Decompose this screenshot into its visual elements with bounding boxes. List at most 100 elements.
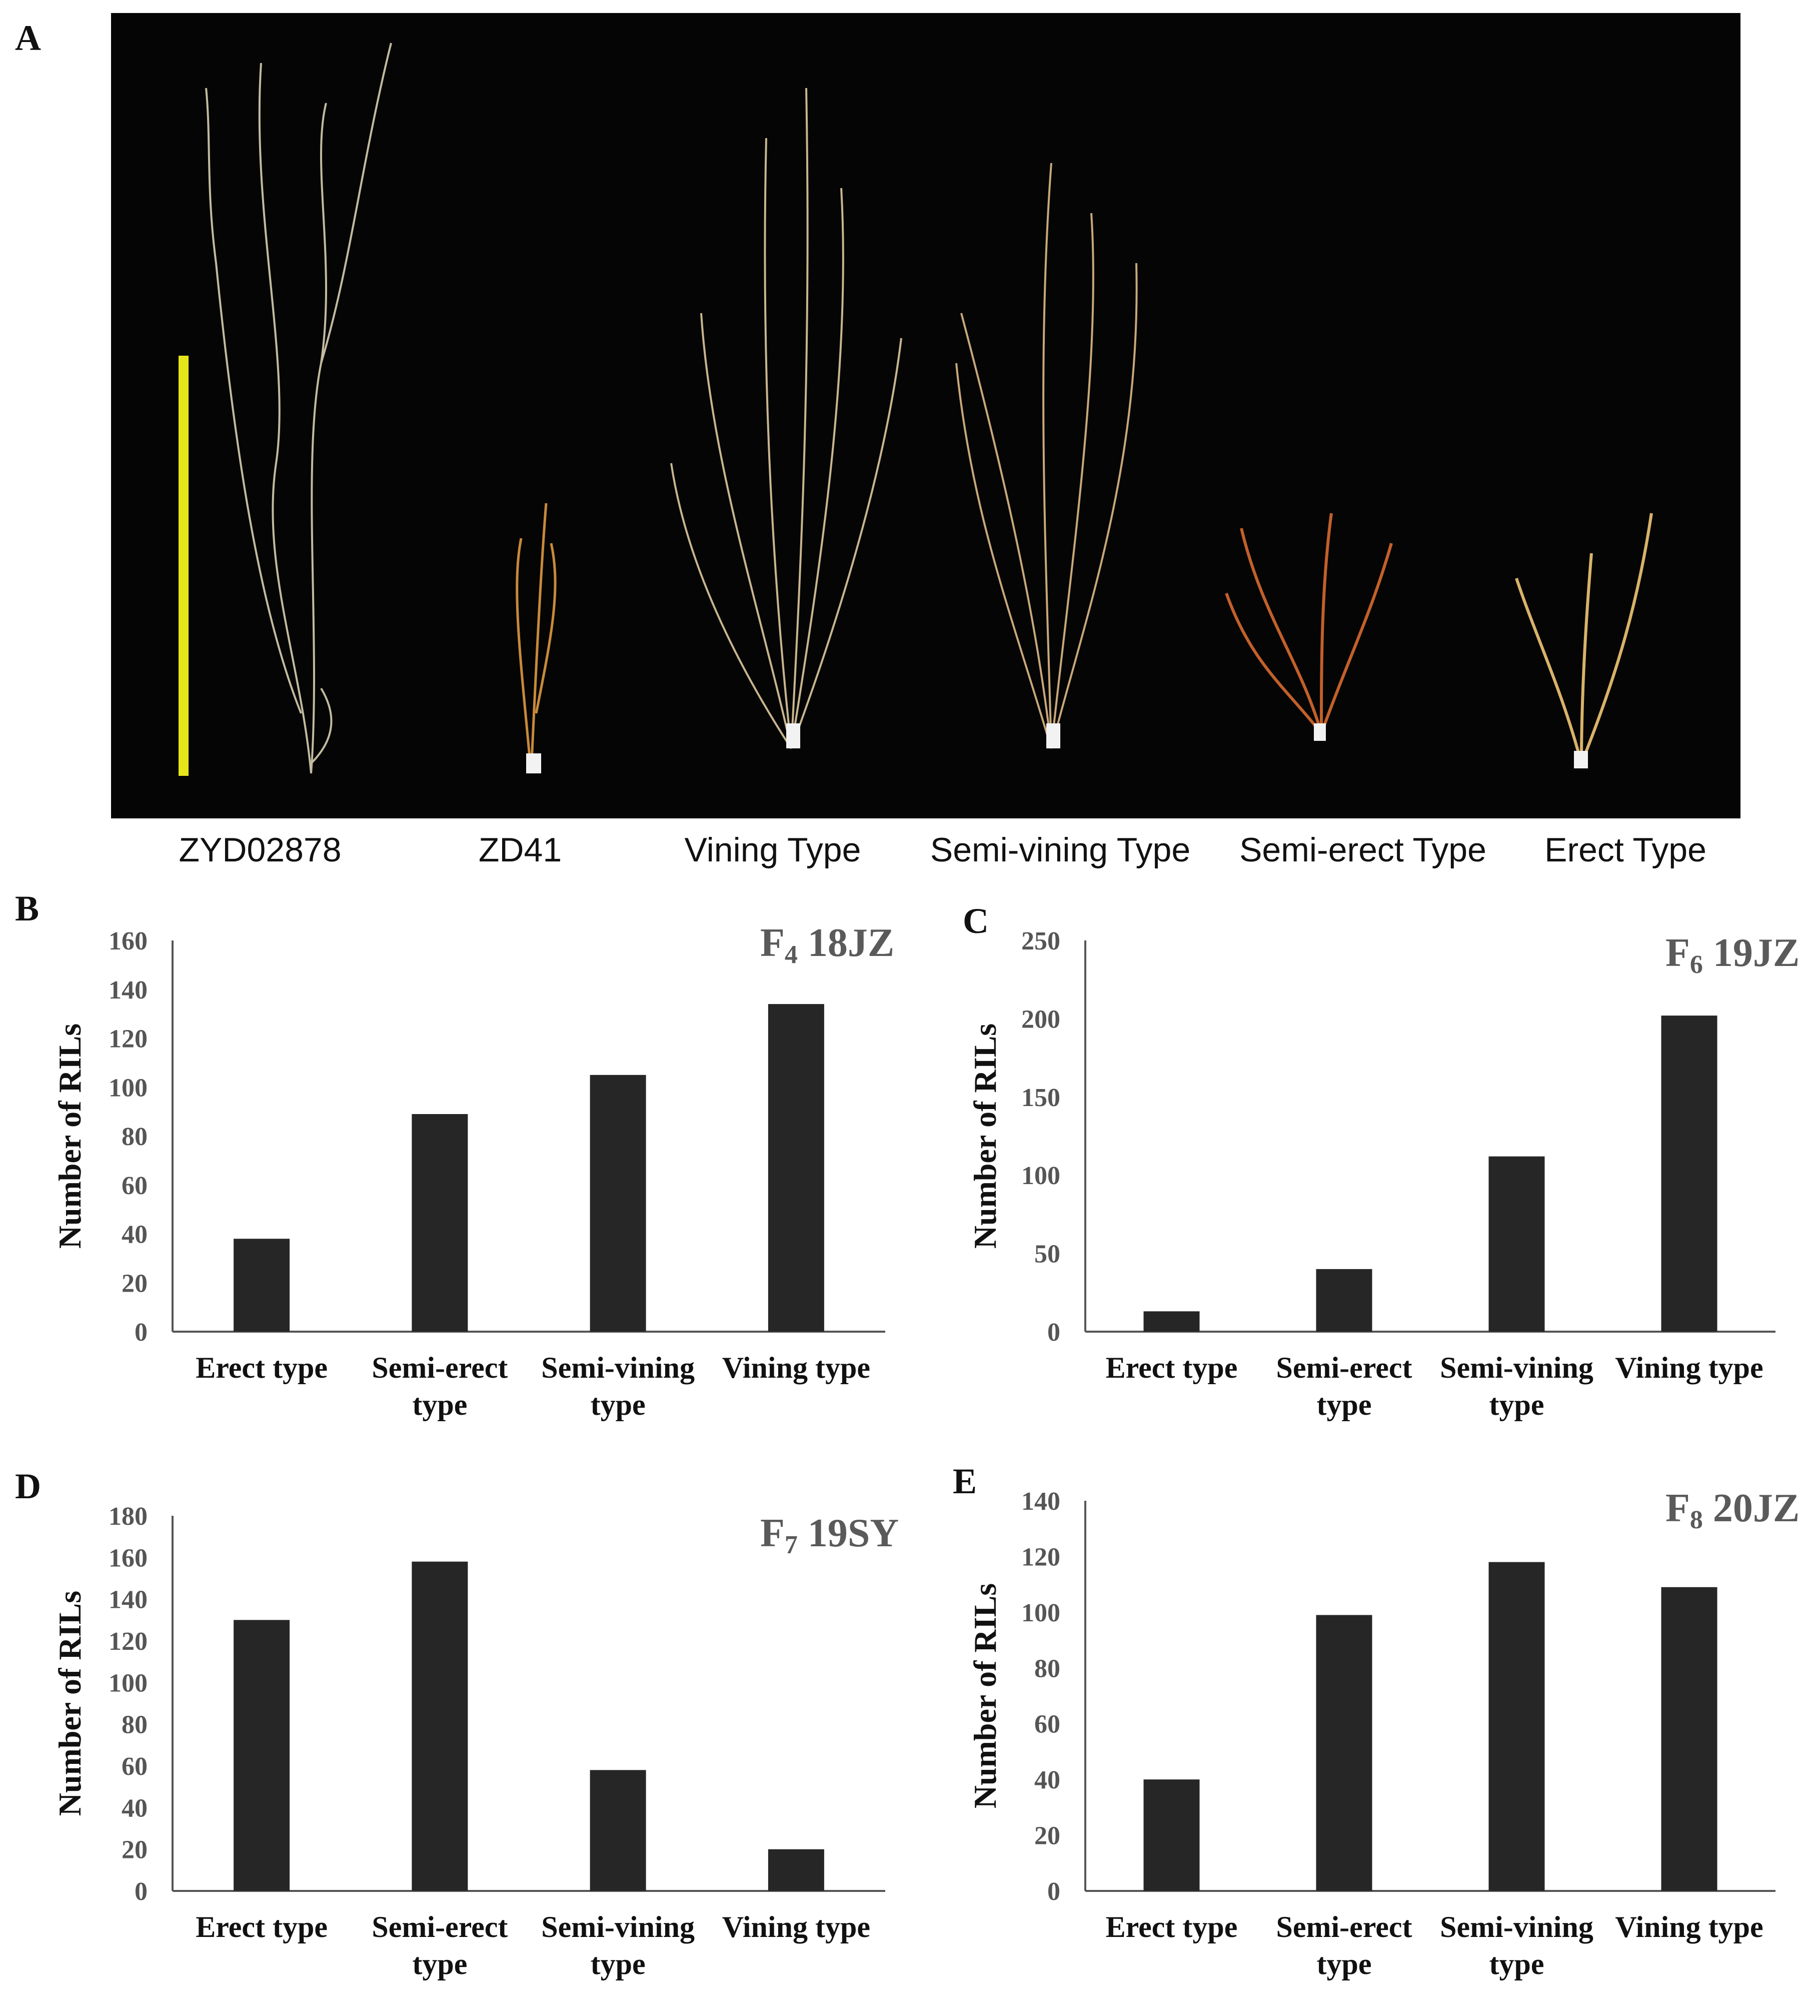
- y-tick-label: 40: [122, 1221, 148, 1249]
- panel-label-a: A: [15, 18, 41, 58]
- plant-label-semi-erect-type: Semi-erect Type: [1239, 831, 1486, 869]
- bar: [1488, 1156, 1545, 1332]
- x-category-label: Vining type: [722, 1910, 870, 1943]
- plant-zd41: [516, 503, 557, 774]
- x-category-label: type: [1489, 1388, 1544, 1421]
- y-tick-label: 50: [1034, 1240, 1060, 1269]
- bar: [412, 1114, 468, 1332]
- y-tick-label: 60: [1034, 1710, 1060, 1739]
- y-tick-label: 120: [1021, 1543, 1060, 1571]
- plant-label-erect-type: Erect Type: [1544, 831, 1706, 869]
- bar: [234, 1620, 290, 1891]
- y-tick-label: 150: [1021, 1084, 1060, 1112]
- x-category-label: Semi-erect: [1276, 1910, 1412, 1943]
- y-tick-label: 80: [1034, 1654, 1060, 1683]
- y-tick-label: 100: [1021, 1162, 1060, 1190]
- bar: [1316, 1269, 1372, 1332]
- x-category-label: type: [1489, 1947, 1544, 1980]
- x-category-label: Vining type: [1615, 1351, 1763, 1384]
- x-category-label: type: [1317, 1388, 1372, 1421]
- y-tick-label: 160: [109, 927, 148, 955]
- plant-zyd02878: [205, 43, 392, 774]
- x-category-label: Semi-vining: [541, 1910, 695, 1943]
- y-tick-label: 180: [109, 1502, 148, 1531]
- y-tick-label: 0: [1047, 1877, 1060, 1906]
- bar: [1316, 1615, 1372, 1891]
- plant-label-zyd02878: ZYD02878: [179, 831, 342, 869]
- bar: [768, 1004, 824, 1332]
- y-tick-label: 80: [122, 1711, 148, 1739]
- y-tick-label: 20: [122, 1836, 148, 1864]
- chart-title: F6 19JZ: [1665, 931, 1800, 979]
- chart-title: F8 20JZ: [1665, 1486, 1800, 1534]
- chart-d: 0 20 40 60 80 100 120 140 160 180 Erect type Semi-e…: [0, 1476, 899, 2016]
- plant-label-semi-vining-type: Semi-vining Type: [930, 831, 1191, 869]
- chart-svg: 0 20 40 60 80 100 120 140 160 180 Erect type Semi-e…: [109, 1502, 885, 1980]
- bar: [590, 1770, 646, 1891]
- y-tick-label: 0: [135, 1877, 148, 1906]
- y-tick-label: 250: [1021, 927, 1060, 955]
- x-category-label: Semi-vining: [541, 1351, 695, 1384]
- bar: [1661, 1587, 1717, 1891]
- y-tick-label: 160: [109, 1544, 148, 1572]
- plant-vining: [670, 88, 902, 749]
- x-category-label: Erect type: [1106, 1351, 1238, 1384]
- bar: [412, 1561, 468, 1891]
- y-tick-label: 120: [109, 1025, 148, 1054]
- bar: [768, 1849, 824, 1891]
- chart-e: 0 20 40 60 80 100 120 140 Erect type Semi-erect ty…: [915, 1476, 1805, 2016]
- x-category-label: type: [412, 1947, 467, 1980]
- y-tick-label: 140: [109, 1586, 148, 1614]
- y-axis-label: Number of RILs: [52, 1023, 88, 1249]
- y-tick-label: 120: [109, 1627, 148, 1656]
- x-category-label: type: [591, 1388, 646, 1421]
- bar: [1143, 1779, 1200, 1891]
- x-category-label: type: [591, 1947, 646, 1980]
- x-category-label: Semi-erect: [372, 1351, 508, 1384]
- y-tick-label: 40: [1034, 1766, 1060, 1794]
- y-tick-label: 80: [122, 1123, 148, 1151]
- x-category-label: Vining type: [722, 1351, 870, 1384]
- scale-bar: [179, 356, 189, 776]
- chart-c: 0 50 100 150 200 250 Erect type Semi-erect type S…: [915, 910, 1805, 1451]
- x-category-label: Erect type: [196, 1351, 328, 1384]
- y-tick-label: 20: [1034, 1822, 1060, 1850]
- panel-label-c: C: [963, 901, 989, 941]
- panel-label-d: D: [15, 1466, 41, 1506]
- x-category-label: Semi-vining: [1440, 1351, 1593, 1384]
- y-tick-label: 200: [1021, 1005, 1060, 1034]
- y-axis-label: Number of RILs: [52, 1590, 88, 1816]
- bar: [590, 1075, 646, 1332]
- x-category-label: Erect type: [196, 1910, 328, 1943]
- x-category-label: Erect type: [1106, 1910, 1238, 1943]
- chart-svg: 0 20 40 60 80 100 120 140 160 Erect type Semi-erec…: [109, 927, 885, 1421]
- y-tick-label: 140: [109, 976, 148, 1004]
- bar: [1143, 1311, 1200, 1332]
- x-category-label: type: [1317, 1947, 1372, 1980]
- y-tick-label: 140: [1021, 1487, 1060, 1516]
- y-tick-label: 0: [1047, 1318, 1060, 1347]
- y-tick-label: 0: [135, 1318, 148, 1347]
- plant-label-zd41: ZD41: [478, 831, 562, 869]
- chart-svg: 0 50 100 150 200 250 Erect type Semi-erect type S…: [1021, 927, 1775, 1421]
- y-tick-label: 40: [122, 1794, 148, 1822]
- panel-label-b: B: [15, 888, 40, 928]
- x-category-label: type: [412, 1388, 467, 1421]
- plant-erect: [1515, 513, 1653, 764]
- bar: [1488, 1562, 1545, 1891]
- chart-svg: 0 20 40 60 80 100 120 140 Erect type Semi-erect ty…: [1021, 1487, 1775, 1980]
- x-category-label: Semi-vining: [1440, 1910, 1593, 1943]
- x-category-label: Semi-erect: [372, 1910, 508, 1943]
- y-tick-label: 20: [122, 1269, 148, 1298]
- y-axis-label: Number of RILs: [967, 1023, 1003, 1249]
- x-category-label: Semi-erect: [1276, 1351, 1412, 1384]
- bar: [234, 1239, 290, 1332]
- plant-photo: [111, 13, 1740, 818]
- chart-title: F4 18JZ: [760, 921, 895, 969]
- plant-semi-vining: [955, 163, 1138, 749]
- x-category-label: Vining type: [1615, 1910, 1763, 1943]
- plant-semi-erect: [1225, 513, 1393, 734]
- plant-photo-drawing: [179, 43, 1653, 776]
- y-tick-label: 60: [122, 1752, 148, 1781]
- y-tick-label: 100: [1021, 1599, 1060, 1627]
